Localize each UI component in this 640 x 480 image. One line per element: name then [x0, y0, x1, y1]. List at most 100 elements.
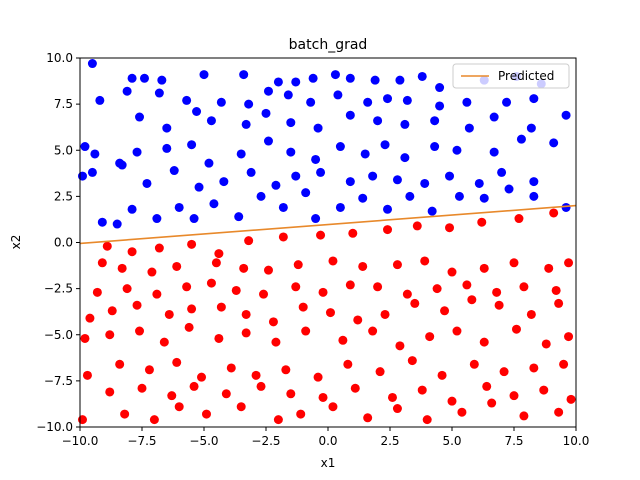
- data-point-below: [259, 289, 269, 299]
- data-point-above: [363, 97, 373, 107]
- data-point-below: [152, 289, 162, 299]
- data-point-below: [214, 333, 224, 343]
- data-point-above: [301, 188, 311, 198]
- data-point-below: [286, 389, 296, 399]
- data-point-above: [435, 83, 445, 93]
- data-point-below: [122, 284, 132, 294]
- data-point-above: [549, 138, 559, 148]
- data-point-above: [87, 167, 97, 177]
- data-point-below: [298, 302, 308, 312]
- data-point-below: [102, 241, 112, 251]
- data-point-above: [152, 214, 162, 224]
- data-point-above: [435, 101, 445, 111]
- data-point-below: [387, 392, 397, 402]
- y-tick-label: −7.5: [44, 374, 73, 388]
- data-point-above: [291, 77, 301, 87]
- data-point-below: [244, 236, 254, 246]
- data-point-below: [211, 258, 221, 268]
- data-point-below: [120, 409, 130, 419]
- data-point-above: [236, 149, 246, 159]
- data-point-below: [392, 260, 402, 270]
- data-point-below: [479, 337, 489, 347]
- data-point-above: [395, 75, 405, 85]
- x-tick-label: −5.0: [189, 434, 218, 448]
- data-point-above: [474, 178, 484, 188]
- data-point-below: [345, 280, 355, 290]
- x-axis-label: x1: [321, 456, 336, 470]
- data-point-above: [380, 140, 390, 150]
- data-point-below: [432, 284, 442, 294]
- data-point-above: [383, 204, 393, 214]
- data-point-below: [420, 256, 430, 266]
- data-point-below: [368, 326, 378, 336]
- data-point-below: [529, 363, 539, 373]
- ticks-layer: −10.0 −7.5 −5.0 −2.5 0.0 2.5 5.0 7.5 10.0 −10.0 −7…: [36, 51, 589, 448]
- data-point-above: [263, 86, 273, 96]
- data-point-below: [206, 278, 216, 288]
- data-point-above: [127, 73, 137, 83]
- data-point-above: [162, 143, 172, 153]
- data-point-below: [519, 282, 529, 292]
- data-point-above: [154, 88, 164, 98]
- data-point-below: [519, 411, 529, 421]
- data-point-below: [564, 332, 574, 342]
- data-point-below: [479, 263, 489, 273]
- data-point-above: [273, 77, 283, 87]
- data-point-above: [526, 123, 536, 133]
- data-point-above: [189, 214, 199, 224]
- data-point-above: [139, 73, 149, 83]
- data-point-below: [348, 228, 358, 238]
- legend-label: Predicted: [498, 69, 554, 83]
- data-point-above: [135, 112, 145, 122]
- data-point-below: [407, 356, 417, 366]
- data-point-below: [457, 407, 467, 417]
- x-tick-label: 10.0: [563, 434, 590, 448]
- data-point-below: [187, 304, 197, 314]
- data-point-below: [184, 322, 194, 332]
- data-point-below: [328, 256, 338, 266]
- data-point-above: [182, 95, 192, 105]
- data-point-above: [204, 158, 214, 168]
- data-point-below: [105, 330, 115, 340]
- data-point-above: [127, 204, 137, 214]
- data-point-below: [514, 214, 524, 224]
- data-point-above: [169, 166, 179, 176]
- data-point-below: [132, 300, 142, 310]
- data-point-below: [462, 280, 472, 290]
- data-point-above: [392, 175, 402, 185]
- data-point-below: [469, 359, 479, 369]
- data-point-above: [311, 214, 321, 224]
- x-tick-label: 0.0: [318, 434, 337, 448]
- data-point-below: [353, 315, 363, 325]
- data-point-above: [256, 191, 266, 201]
- data-point-below: [105, 387, 115, 397]
- data-point-above: [311, 154, 321, 164]
- data-point-below: [85, 313, 95, 323]
- data-point-below: [554, 298, 564, 308]
- data-point-below: [425, 332, 435, 342]
- data-point-above: [219, 177, 229, 187]
- data-point-below: [174, 402, 184, 412]
- data-point-above: [430, 116, 440, 126]
- data-point-below: [231, 285, 241, 295]
- data-point-below: [137, 383, 147, 393]
- data-point-below: [440, 306, 450, 316]
- data-point-below: [373, 282, 383, 292]
- data-point-above: [489, 112, 499, 122]
- x-tick-label: −10.0: [62, 434, 99, 448]
- data-point-below: [482, 381, 492, 391]
- data-point-below: [318, 287, 328, 297]
- data-point-above: [112, 219, 122, 229]
- data-point-above: [373, 116, 383, 126]
- data-point-below: [154, 243, 164, 253]
- data-point-below: [256, 381, 266, 391]
- data-point-below: [149, 415, 159, 425]
- data-point-above: [313, 123, 323, 133]
- data-point-below: [358, 261, 368, 271]
- data-point-below: [135, 326, 145, 336]
- data-point-above: [479, 193, 489, 203]
- data-point-above: [504, 184, 514, 194]
- data-point-above: [462, 97, 472, 107]
- data-point-above: [97, 217, 107, 227]
- data-point-below: [182, 282, 192, 292]
